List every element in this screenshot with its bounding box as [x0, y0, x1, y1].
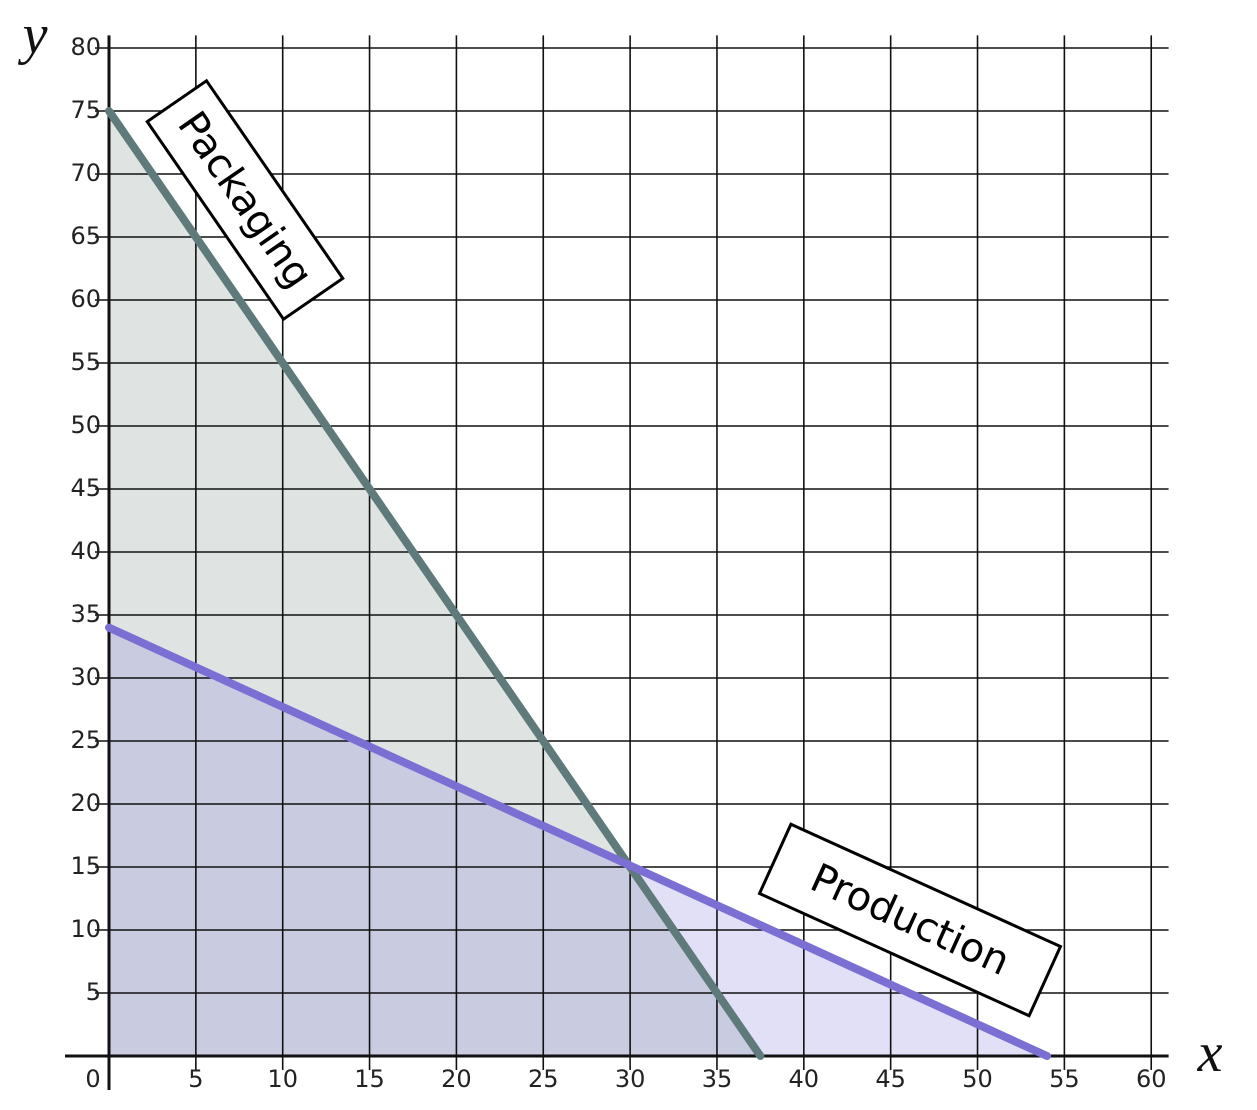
x-axis-label: x — [1197, 1022, 1223, 1084]
x-tick-label: 40 — [789, 1065, 820, 1093]
x-tick-label: 0 — [85, 1065, 100, 1093]
y-tick-label: 35 — [70, 600, 101, 628]
y-tick-label: 50 — [70, 411, 101, 439]
x-tick-label: 35 — [702, 1065, 733, 1093]
x-tick-label: 50 — [962, 1065, 993, 1093]
y-tick-label: 55 — [70, 348, 101, 376]
y-tick-label: 30 — [70, 663, 101, 691]
grid: 0 5 10 15 20 25 30 35 40 45 50 55 60 5 10 15 20 25 30 35 40 4… — [65, 33, 1169, 1093]
y-tick-label: 40 — [70, 537, 101, 565]
x-tick-label: 30 — [615, 1065, 646, 1093]
y-tick-label: 70 — [70, 159, 101, 187]
y-axis-label: y — [18, 4, 48, 66]
x-tick-label: 10 — [267, 1065, 298, 1093]
label-box — [757, 822, 1063, 1018]
y-tick-label: 15 — [70, 852, 101, 880]
series-line — [105, 107, 765, 1060]
y-tick-label: 75 — [70, 96, 101, 124]
y-tick-label: 65 — [70, 222, 101, 250]
y-tick-label: 45 — [70, 474, 101, 502]
y-tick-label: 10 — [70, 915, 101, 943]
x-tick-label: 60 — [1136, 1065, 1167, 1093]
x-tick-label: 20 — [441, 1065, 472, 1093]
x-tick-label: 5 — [188, 1065, 203, 1093]
x-tick-label: 55 — [1049, 1065, 1080, 1093]
x-tick-label: 45 — [875, 1065, 906, 1093]
x-tick-label: 25 — [528, 1065, 559, 1093]
y-tick-label: 5 — [86, 978, 101, 1006]
lines — [105, 107, 1052, 1060]
x-tick-label: 15 — [354, 1065, 385, 1093]
y-tick-label: 80 — [70, 33, 101, 61]
label-box — [145, 78, 345, 322]
y-tick-label: 25 — [70, 726, 101, 754]
y-tick-label: 60 — [70, 285, 101, 313]
y-tick-label: 20 — [70, 789, 101, 817]
series-line — [105, 623, 1052, 1060]
